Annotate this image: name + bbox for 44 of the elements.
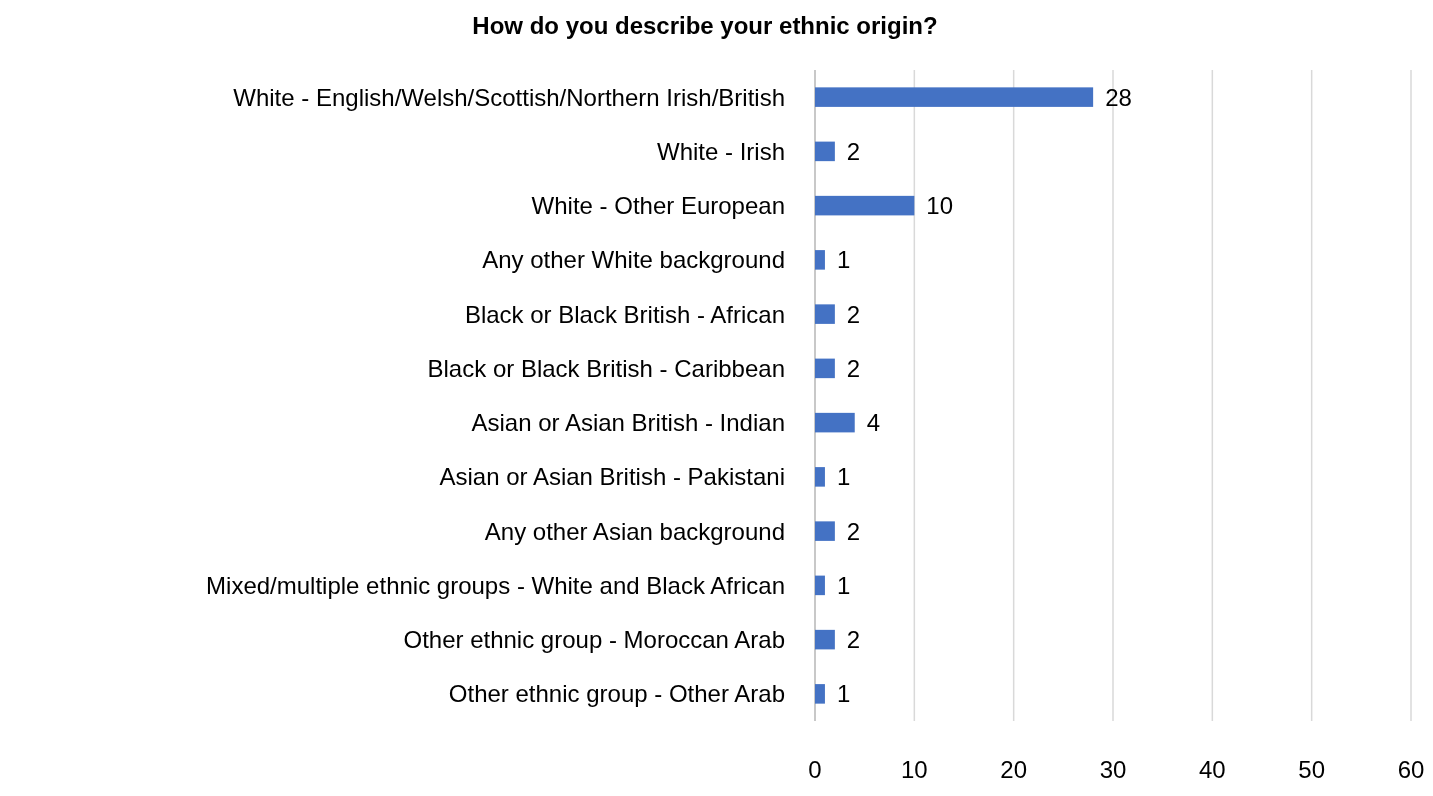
y-tick-label: Other ethnic group - Moroccan Arab bbox=[403, 626, 785, 654]
data-label: 1 bbox=[836, 571, 851, 599]
bar bbox=[815, 141, 835, 162]
data-label: 2 bbox=[846, 300, 861, 328]
bar bbox=[815, 87, 1094, 107]
y-tick-label: Black or Black British - African bbox=[464, 300, 785, 328]
y-tick-label: Any other Asian background bbox=[484, 517, 785, 545]
data-label: 1 bbox=[836, 246, 851, 274]
y-tick-label: Any other White background bbox=[482, 246, 785, 274]
x-tick-label: 10 bbox=[900, 756, 928, 783]
x-tick-label: 30 bbox=[1099, 756, 1127, 783]
bar bbox=[815, 684, 825, 704]
y-tick-label: Black or Black British - Caribbean bbox=[427, 354, 785, 382]
y-tick-label: White - Other European bbox=[531, 192, 785, 220]
bar bbox=[815, 629, 835, 650]
bar bbox=[815, 304, 835, 324]
data-label: 4 bbox=[866, 409, 881, 437]
bar bbox=[815, 195, 915, 216]
y-tick-label: White - Irish bbox=[656, 137, 785, 165]
y-tick-label: White - English/Welsh/Scottish/Northern Irish/British bbox=[233, 83, 785, 111]
y-tick-label: Asian or Asian British - Indian bbox=[471, 409, 785, 437]
data-label: 28 bbox=[1105, 83, 1132, 111]
bar bbox=[815, 250, 825, 270]
bar bbox=[815, 521, 835, 541]
bar bbox=[815, 575, 825, 596]
data-label: 2 bbox=[846, 137, 861, 165]
data-label: 1 bbox=[836, 680, 851, 708]
x-tick-label: 40 bbox=[1198, 756, 1226, 783]
y-tick-label: Mixed/multiple ethnic groups - White and Black African bbox=[206, 571, 785, 599]
data-label: 10 bbox=[926, 192, 954, 220]
x-tick-label: 0 bbox=[808, 756, 822, 783]
data-label: 2 bbox=[846, 517, 861, 545]
x-tick-label: 20 bbox=[1000, 756, 1028, 783]
x-tick-label: 50 bbox=[1298, 756, 1326, 783]
bar bbox=[815, 358, 835, 379]
x-tick-label: 60 bbox=[1397, 756, 1425, 783]
bar bbox=[815, 412, 855, 433]
data-label: 2 bbox=[846, 626, 861, 654]
data-label: 1 bbox=[836, 463, 851, 491]
y-tick-label: Other ethnic group - Other Arab bbox=[448, 680, 785, 708]
chart-title: How do you describe your ethnic origin? bbox=[472, 12, 938, 39]
bar bbox=[815, 467, 825, 487]
y-tick-label: Asian or Asian British - Pakistani bbox=[439, 463, 785, 491]
data-label: 2 bbox=[846, 354, 861, 382]
